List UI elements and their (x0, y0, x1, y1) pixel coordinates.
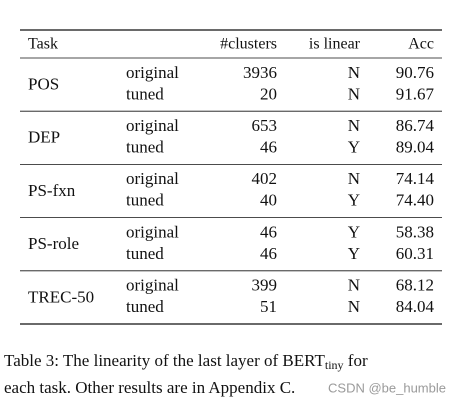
table-cell: 653 (252, 116, 278, 135)
table-cell: 402 (252, 169, 278, 188)
table-cell: 3936 (243, 63, 277, 82)
caption-subscript: tiny (325, 358, 344, 372)
table-cell: N (348, 297, 360, 316)
table-cell: 51 (260, 297, 277, 316)
table-cell: 46 (260, 244, 277, 263)
table-cell: 60.31 (396, 244, 434, 263)
table-cell: Y (348, 244, 360, 263)
table-cell: 74.14 (396, 169, 435, 188)
table-cell: 68.12 (396, 276, 434, 295)
table-cell: N (348, 276, 360, 295)
table-cell: 399 (252, 276, 278, 295)
task-name: DEP (28, 128, 60, 147)
watermark: CSDN @be_humble (328, 380, 446, 395)
header-cell: Task (28, 36, 58, 53)
table-cell: 46 (260, 137, 277, 156)
table-cell: N (348, 63, 360, 82)
table-cell: Y (348, 137, 360, 156)
table-cell: original (126, 276, 179, 295)
table-cell: Y (348, 191, 360, 210)
table-cell: original (126, 116, 179, 135)
caption-line: Table 3: The linearity of the last layer… (4, 351, 368, 372)
caption-text: for (344, 351, 368, 370)
caption-text: Table 3: The linearity of the last layer… (4, 351, 325, 370)
table-cell: tuned (126, 244, 164, 263)
task-name: PS-role (28, 234, 79, 253)
task-name: PS-fxn (28, 181, 76, 200)
table-cell: 20 (260, 84, 277, 103)
table-cell: 91.67 (396, 84, 435, 103)
table-cell: tuned (126, 84, 164, 103)
header-cell: Acc (408, 36, 434, 53)
table-cell: 90.76 (396, 63, 434, 82)
table-cell: N (348, 84, 360, 103)
table-cell: 74.40 (396, 191, 434, 210)
table-cell: 89.04 (396, 137, 435, 156)
table-cell: original (126, 169, 179, 188)
table-cell: 40 (260, 191, 277, 210)
table-cell: 86.74 (396, 116, 435, 135)
table-cell: N (348, 169, 360, 188)
table-cell: tuned (126, 297, 164, 316)
table-cell: 58.38 (396, 222, 434, 241)
table-cell: 84.04 (396, 297, 435, 316)
table-cell: original (126, 63, 179, 82)
table-cell: N (348, 116, 360, 135)
task-name: TREC-50 (28, 287, 94, 306)
table-cell: 46 (260, 222, 277, 241)
task-name: POS (28, 75, 59, 94)
header-cell: #clusters (220, 36, 277, 53)
header-cell: is linear (309, 36, 361, 53)
caption-line: each task. Other results are in Appendix… (4, 378, 295, 397)
table-cell: Y (348, 222, 360, 241)
table-cell: tuned (126, 137, 164, 156)
table-cell: tuned (126, 191, 164, 210)
table-cell: original (126, 222, 179, 241)
